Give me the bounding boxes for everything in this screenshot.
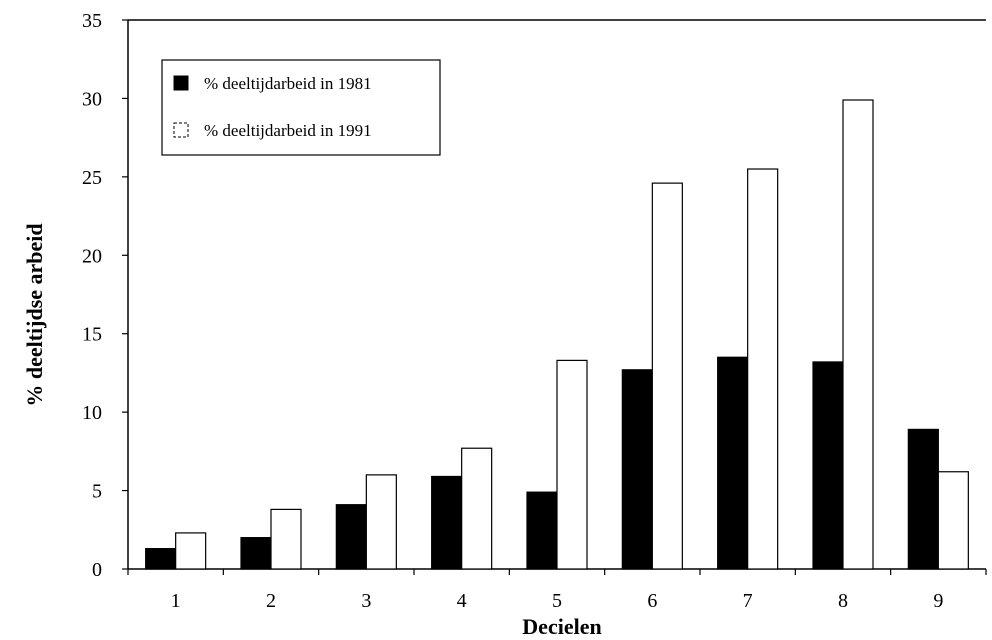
bar-1991 <box>365 474 397 570</box>
x-tick-label: 2 <box>266 590 276 612</box>
bar-1981 <box>812 361 844 570</box>
y-tick-label: 15 <box>82 324 102 346</box>
x-axis-title: Decielen <box>522 614 601 639</box>
legend-swatch-1981 <box>173 75 189 91</box>
legend-box <box>161 59 441 156</box>
x-tick-label: 9 <box>933 590 943 612</box>
y-tick-label: 0 <box>92 559 102 581</box>
bar-1981 <box>907 428 939 570</box>
x-tick-label: 8 <box>838 590 848 612</box>
y-tick-label: 30 <box>82 88 102 110</box>
bar-1991 <box>556 359 588 570</box>
bar-1991 <box>175 532 207 570</box>
bar-1991 <box>937 471 969 570</box>
bars <box>145 99 969 570</box>
legend: % deeltijdarbeid in 1981 % deeltijdarbei… <box>161 59 441 156</box>
y-tick-label: 5 <box>92 481 102 503</box>
bar-1981 <box>431 475 463 570</box>
x-axis: 1 2 3 4 5 6 7 8 9 <box>127 569 987 612</box>
x-tick-label: 5 <box>552 590 562 612</box>
y-axis-title: % deeltijdse arbeid <box>22 223 47 406</box>
legend-label-1991: % deeltijdarbeid in 1991 <box>204 121 372 140</box>
y-tick-label: 25 <box>82 167 102 189</box>
y-tick-label: 20 <box>82 245 102 267</box>
x-tick-label: 6 <box>647 590 657 612</box>
y-tick-label: 10 <box>82 402 102 424</box>
bar-1991 <box>461 447 493 570</box>
bar-1981 <box>526 491 558 570</box>
bar-1991 <box>747 168 779 570</box>
bar-1981 <box>240 537 272 570</box>
x-tick-label: 7 <box>743 590 753 612</box>
bar-1981 <box>717 356 749 570</box>
x-tick-label: 4 <box>457 590 467 612</box>
bar-1981 <box>335 504 367 570</box>
legend-label-1981: % deeltijdarbeid in 1981 <box>204 74 372 93</box>
bar-1991 <box>270 508 302 570</box>
y-tick-label: 35 <box>82 10 102 32</box>
y-axis: 0 5 10 15 20 25 30 35 <box>82 10 128 581</box>
bar-1981 <box>621 369 653 570</box>
x-tick-label: 1 <box>171 590 181 612</box>
bar-1981 <box>145 548 177 570</box>
bar-1991 <box>842 99 874 570</box>
x-tick-label: 3 <box>361 590 371 612</box>
legend-swatch-1991 <box>173 122 189 138</box>
bar-1991 <box>651 182 683 570</box>
